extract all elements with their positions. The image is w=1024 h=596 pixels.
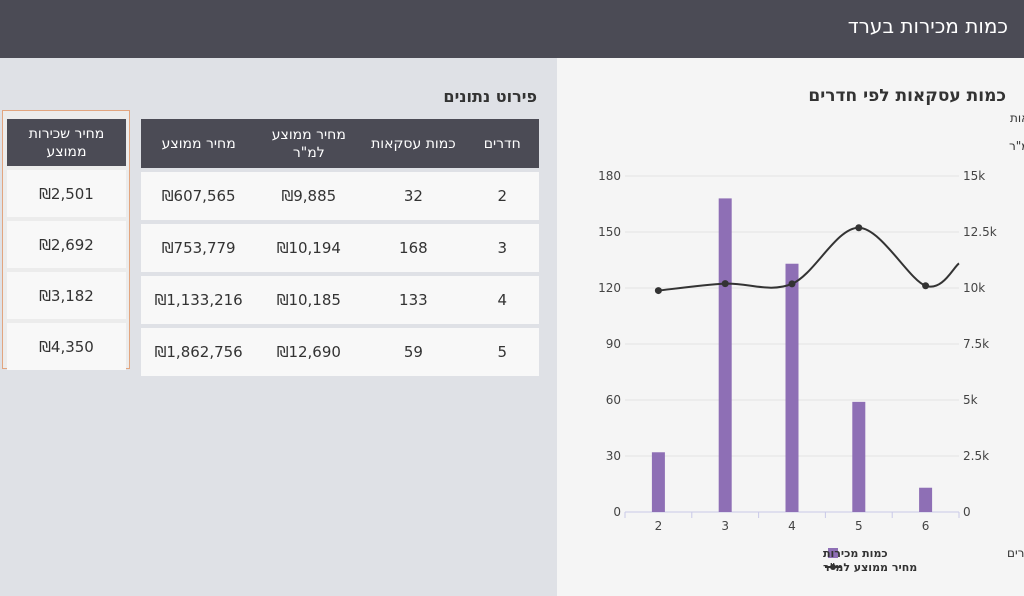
data-table: חדרים כמות עסקאות מחיר ממוצע למ"ר מחיר מ…	[141, 115, 539, 380]
rent-table-highlight: מחיר שכירות ממוצע ₪2,501 ₪2,692 ₪3,182 ₪…	[2, 110, 130, 370]
line-point	[855, 224, 863, 232]
bar	[919, 487, 933, 512]
column-header-rooms[interactable]: חדרים	[465, 119, 539, 168]
table-header-row: מחיר שכירות ממוצע	[7, 119, 126, 166]
cell-rooms: 3	[465, 224, 539, 272]
legend-line-marker	[830, 564, 836, 570]
cell-rooms: 4	[465, 276, 539, 324]
y-tick-left: 180	[598, 169, 621, 183]
y-tick-right: 0	[963, 505, 971, 519]
bar	[852, 401, 866, 512]
cell-avg-price: ₪753,779	[141, 224, 257, 272]
cell-price-per-sqm: ₪9,885	[256, 172, 362, 220]
column-header-avg-rent[interactable]: מחיר שכירות ממוצע	[7, 119, 126, 166]
column-header-avg-price[interactable]: מחיר ממוצע	[141, 119, 257, 168]
y-axis-right-label: מחיר ממוצע למ"ר	[1009, 139, 1024, 153]
y-tick-right: 15k	[963, 169, 985, 183]
table-header-row: חדרים כמות עסקאות מחיר ממוצע למ"ר מחיר מ…	[141, 119, 539, 168]
cell-deals: 133	[361, 276, 466, 324]
legend-bar-swatch	[828, 548, 838, 558]
table-row: ₪2,501	[7, 170, 126, 217]
y-tick-left: 30	[606, 449, 621, 463]
y-axis-left-label: כמות עסקאות	[1010, 111, 1024, 125]
cell-avg-rent: ₪2,501	[7, 170, 126, 217]
cell-price-per-sqm: ₪10,185	[256, 276, 362, 324]
y-tick-right: 2.5k	[963, 449, 989, 463]
cell-avg-price: ₪607,565	[141, 172, 257, 220]
y-tick-right: 7.5k	[963, 337, 989, 351]
table-row: 4 133 ₪10,185 ₪1,133,216	[141, 276, 539, 324]
chart-title: כמות עסקאות לפי חדרים	[808, 86, 1006, 106]
y-tick-right: 10k	[963, 281, 985, 295]
cell-avg-price: ₪1,133,216	[141, 276, 257, 324]
x-tick-label: 3	[721, 519, 729, 533]
bar	[785, 263, 799, 512]
cell-deals: 32	[361, 172, 466, 220]
line-point	[721, 280, 729, 288]
line-point	[788, 280, 796, 288]
y-tick-left: 60	[606, 393, 621, 407]
bar	[651, 452, 665, 512]
x-axis-label: חדרים	[1007, 546, 1024, 560]
column-header-deals[interactable]: כמות עסקאות	[361, 119, 466, 168]
table-row: 5 59 ₪12,690 ₪1,862,756	[141, 328, 539, 376]
table-row: ₪2,692	[7, 221, 126, 268]
cell-deals: 168	[361, 224, 466, 272]
chart-panel: כמות עסקאות לפי חדרים כמות עסקאות מחיר ממ…	[557, 58, 1024, 596]
table-row: ₪3,182	[7, 272, 126, 319]
cell-avg-rent: ₪3,182	[7, 272, 126, 319]
table-row: ₪4,350	[7, 323, 126, 370]
y-tick-right: 12.5k	[963, 225, 997, 239]
table-section-title: פירוט נתונים	[443, 87, 537, 106]
column-header-price-per-sqm[interactable]: מחיר ממוצע למ"ר	[256, 119, 362, 168]
line-series	[658, 226, 960, 292]
cell-deals: 59	[361, 328, 466, 376]
line-point	[654, 287, 662, 295]
x-tick-label: 2	[655, 519, 663, 533]
y-tick-right: 5k	[963, 393, 978, 407]
cell-avg-price: ₪1,862,756	[141, 328, 257, 376]
y-tick-left: 120	[598, 281, 621, 295]
cell-avg-rent: ₪2,692	[7, 221, 126, 268]
bar	[718, 198, 732, 512]
rent-table: מחיר שכירות ממוצע ₪2,501 ₪2,692 ₪3,182 ₪…	[7, 115, 126, 374]
cell-avg-rent: ₪4,350	[7, 323, 126, 370]
x-tick-label: 5	[855, 519, 863, 533]
y-tick-left: 0	[613, 505, 621, 519]
page-title: כמות מכירות בערד	[847, 14, 1008, 38]
legend-line-label: מחיר ממוצע למ"ר	[823, 561, 917, 574]
cell-rooms: 2	[465, 172, 539, 220]
y-tick-left: 150	[598, 225, 621, 239]
table-row: 3 168 ₪10,194 ₪753,779	[141, 224, 539, 272]
table-row: 2 32 ₪9,885 ₪607,565	[141, 172, 539, 220]
legend-bar-label: כמות מכירות	[823, 547, 888, 560]
cell-price-per-sqm: ₪12,690	[256, 328, 362, 376]
y-tick-left: 90	[606, 337, 621, 351]
x-tick-label: 4	[788, 519, 796, 533]
cell-rooms: 5	[465, 328, 539, 376]
cell-price-per-sqm: ₪10,194	[256, 224, 362, 272]
top-bar: כמות מכירות בערד	[0, 0, 1024, 58]
x-tick-label: 6	[922, 519, 930, 533]
line-point	[922, 282, 930, 290]
